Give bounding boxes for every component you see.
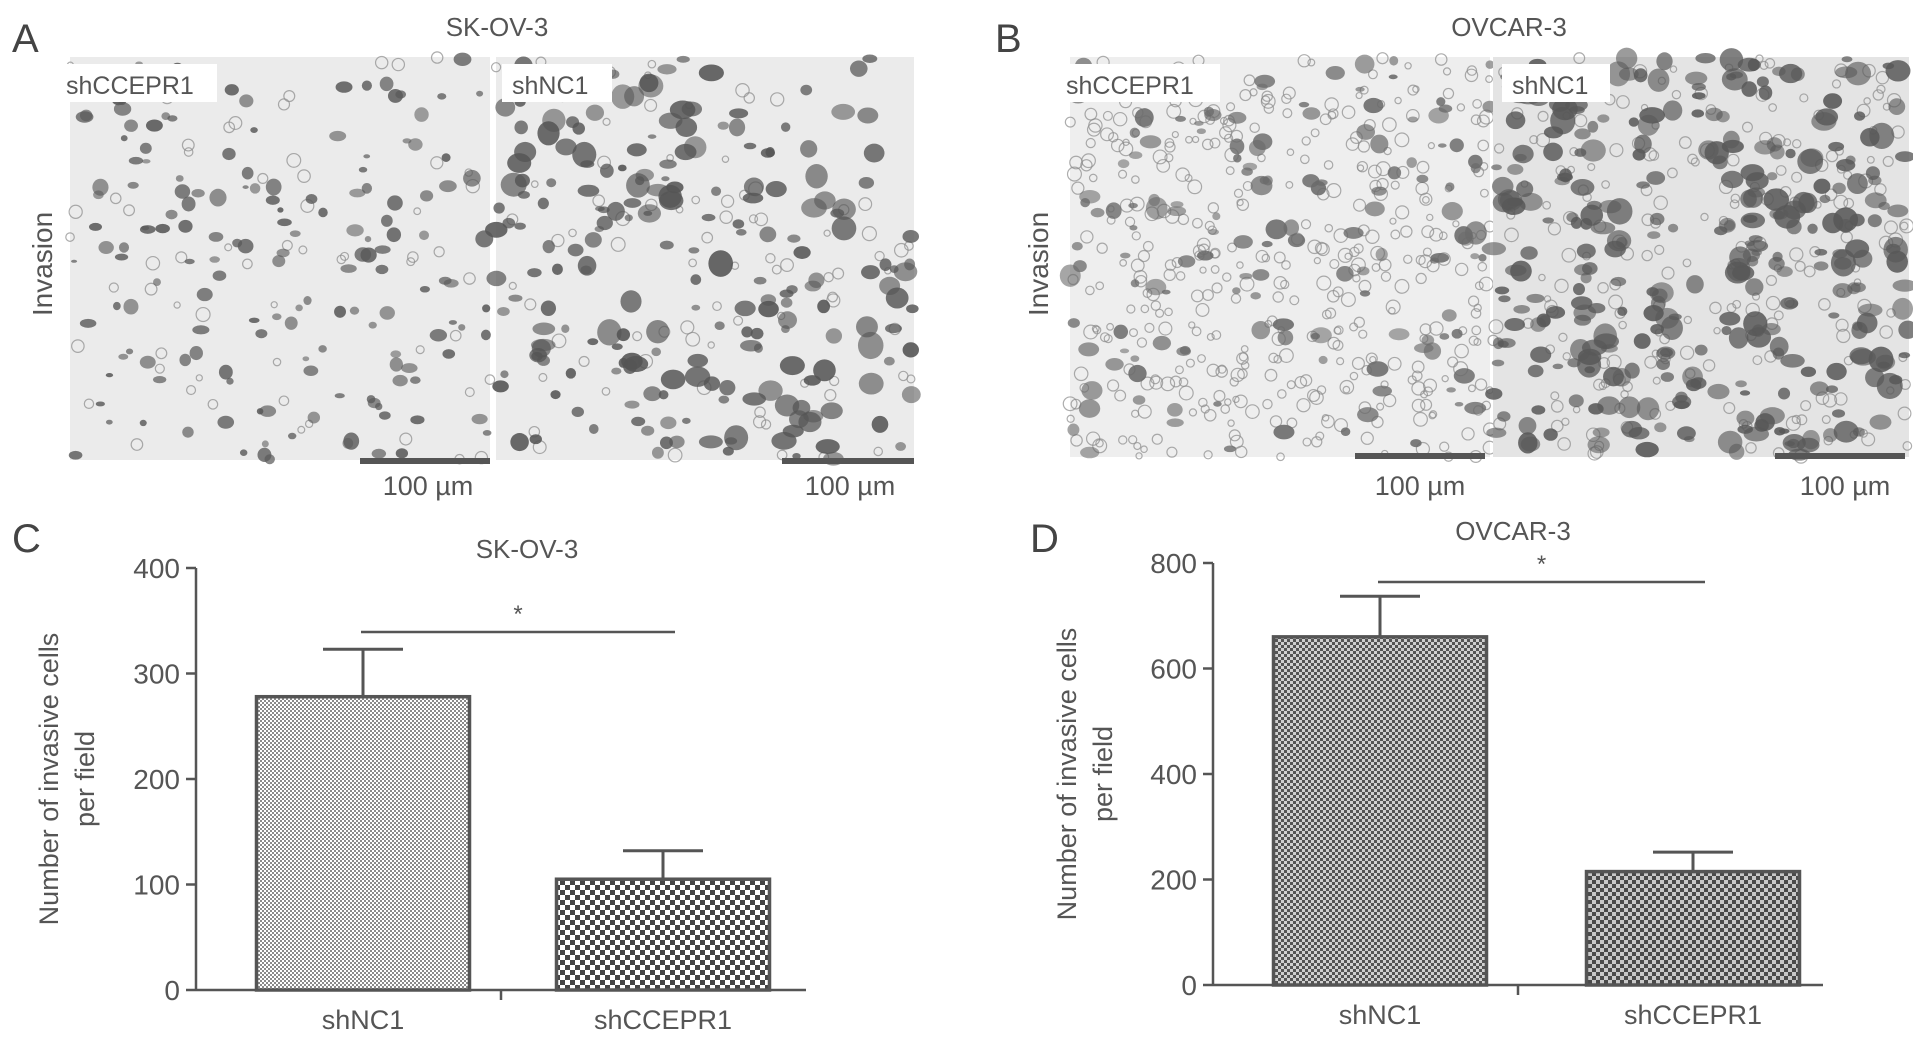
- y-axis-label: Number of invasive cells per field: [1052, 628, 1118, 921]
- micrograph-texture: [1059, 52, 1498, 464]
- micrograph-label: shNC1: [1512, 72, 1588, 100]
- scale-bar: [360, 458, 490, 464]
- panel-b-title: OVCAR-3: [1451, 12, 1567, 42]
- panel-a-row-label: Invasion: [27, 212, 58, 316]
- micrograph-b-shnc1: shNC1 100 µm: [1481, 47, 1913, 501]
- y-tick-label: 600: [1150, 654, 1197, 685]
- micrograph-texture: [65, 51, 496, 465]
- scale-bar-label: 100 µm: [1375, 471, 1466, 501]
- significance-marker: *: [1537, 551, 1546, 578]
- micrograph-a-shccepr1: shCCEPR1 100 µm: [62, 51, 496, 501]
- bar-shccepr1: [554, 877, 772, 992]
- y-tick-label: 400: [1150, 759, 1197, 790]
- micrograph-a-shnc1: shNC1 100 µm: [485, 54, 921, 501]
- panel-b: B OVCAR-3 Invasion shCCEPR1 100 µm shNC1…: [995, 12, 1913, 501]
- chart-title: SK-OV-3: [476, 534, 579, 564]
- x-tick-label: shCCEPR1: [594, 1005, 732, 1035]
- panel-letter: C: [12, 517, 41, 561]
- chart-title: OVCAR-3: [1455, 516, 1571, 546]
- y-tick-label: 200: [133, 764, 180, 795]
- x-tick-label: shNC1: [322, 1005, 405, 1035]
- micrograph-label: shNC1: [512, 72, 588, 100]
- micrograph-texture: [485, 54, 921, 466]
- y-tick-label: 0: [1181, 970, 1197, 1001]
- x-tick-label: shCCEPR1: [1624, 1000, 1762, 1030]
- y-tick-label: 400: [133, 553, 180, 584]
- panel-letter-a: A: [12, 17, 39, 61]
- micrograph-label: shCCEPR1: [66, 72, 194, 100]
- panel-b-row-label: Invasion: [1023, 212, 1054, 316]
- scale-bar: [782, 458, 914, 464]
- micrograph-label: shCCEPR1: [1066, 72, 1194, 100]
- significance-marker: *: [513, 601, 522, 628]
- panel-letter: D: [1030, 517, 1059, 561]
- panel-letter-b: B: [995, 17, 1022, 61]
- chart-c: C SK-OV-3 Number of invasive cells per fiel…: [12, 517, 806, 1035]
- scale-bar-label: 100 µm: [805, 471, 896, 501]
- scale-bar-label: 100 µm: [383, 471, 474, 501]
- scale-bar: [1775, 453, 1905, 459]
- panel-a: A SK-OV-3 Invasion shCCEPR1 100 µm shNC1…: [12, 12, 921, 501]
- bar-shnc1: [254, 694, 472, 992]
- chart-d: D OVCAR-3 Number of invasive cells per fiel…: [1030, 516, 1823, 1030]
- micrograph-b-shccepr1: shCCEPR1 100 µm: [1059, 52, 1498, 501]
- scale-bar-label: 100 µm: [1800, 471, 1891, 501]
- x-tick-label: shNC1: [1339, 1000, 1422, 1030]
- y-tick-label: 800: [1150, 548, 1197, 579]
- panel-a-title: SK-OV-3: [446, 12, 549, 42]
- y-tick-label: 100: [133, 870, 180, 901]
- y-axis-label: Number of invasive cells per field: [34, 633, 100, 926]
- bar-shnc1: [1271, 635, 1489, 987]
- y-tick-label: 0: [164, 975, 180, 1006]
- bar-shccepr1: [1584, 869, 1802, 987]
- y-tick-label: 200: [1150, 865, 1197, 896]
- scale-bar: [1355, 453, 1485, 459]
- y-tick-label: 300: [133, 659, 180, 690]
